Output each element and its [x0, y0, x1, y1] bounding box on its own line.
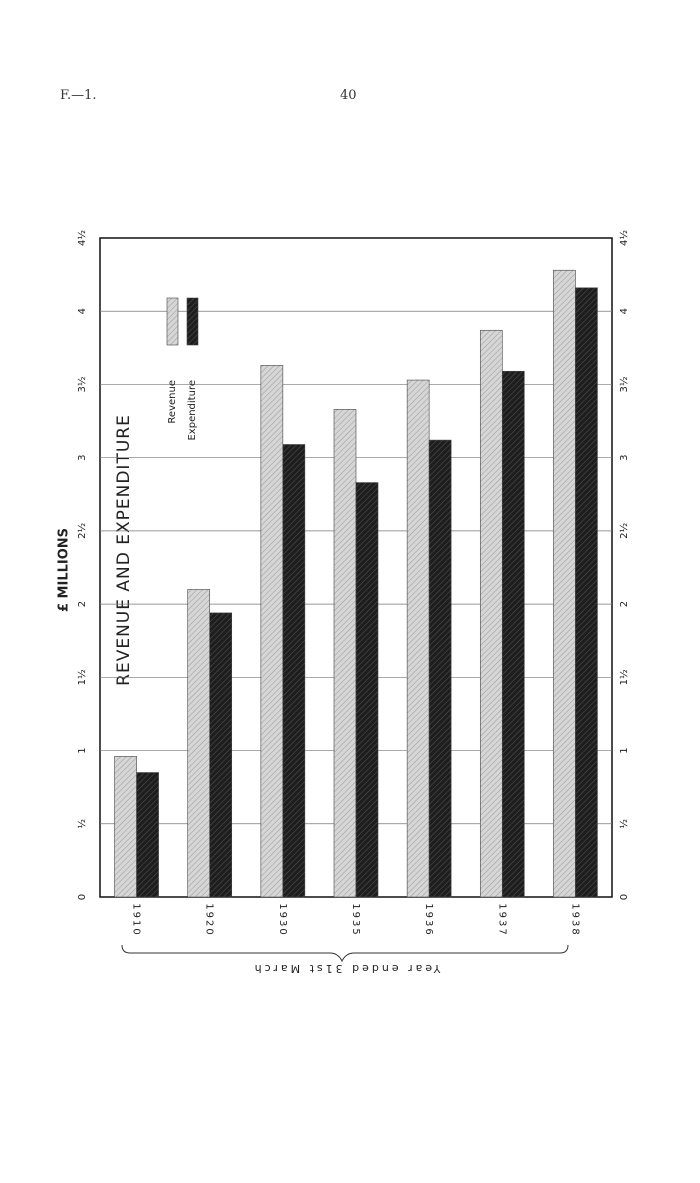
y2-tick-label: 1½ — [618, 669, 630, 685]
y-tick-label: 2 — [77, 601, 88, 607]
x-tick-label: 1935 — [350, 903, 361, 936]
y-tick-label: 3 — [77, 454, 88, 460]
legend-swatch — [186, 297, 199, 346]
page-number: 40 — [340, 88, 357, 103]
bar — [282, 444, 306, 898]
bar — [501, 370, 525, 898]
bar — [209, 612, 233, 898]
y-tick-label: 4 — [77, 308, 88, 314]
x-tick-label: 1920 — [204, 903, 215, 936]
x-tick-label: 1930 — [277, 903, 288, 936]
bar — [355, 482, 379, 898]
page-ref: F.—1. — [60, 88, 97, 103]
legend-label: Expenditure — [187, 380, 198, 441]
chart-title: REVENUE AND EXPENDITURE — [114, 414, 134, 686]
bar — [333, 409, 357, 898]
y-tick-label: 4½ — [76, 230, 88, 246]
y-tick-label: 0 — [77, 894, 88, 900]
y-tick-label: 1½ — [76, 669, 88, 685]
bar — [575, 287, 598, 898]
bar — [114, 756, 137, 898]
legend-swatch — [166, 297, 179, 346]
x-tick-label: 1938 — [569, 903, 580, 936]
y2-tick-label: ½ — [618, 819, 630, 829]
bar — [260, 365, 284, 898]
y2-tick-label: 2 — [619, 601, 630, 607]
y2-tick-label: 3 — [619, 454, 630, 460]
bar — [136, 772, 159, 898]
y2-tick-label: 1 — [619, 747, 630, 753]
bar — [479, 329, 503, 898]
x-tick-label: 1936 — [423, 903, 434, 936]
bar — [187, 589, 211, 898]
x-tick-label: 1937 — [496, 903, 507, 936]
bar — [428, 439, 452, 898]
y2-tick-label: 4½ — [618, 230, 630, 246]
y2-tick-label: 2½ — [618, 523, 630, 539]
bar — [406, 379, 430, 898]
y-axis-label: £ MILLIONS — [57, 528, 72, 612]
y-tick-label: 1 — [77, 747, 88, 753]
y-tick-label: 3½ — [76, 376, 88, 392]
x-tick-label: 1910 — [131, 903, 142, 936]
y-tick-label: ½ — [76, 819, 88, 829]
bar — [553, 269, 576, 898]
y-tick-label: 2½ — [76, 523, 88, 539]
y2-tick-label: 0 — [619, 894, 630, 900]
axis-brace — [121, 944, 569, 963]
legend-label: Revenue — [167, 380, 178, 424]
x-axis-label: Year ended 31st March — [252, 962, 442, 975]
y2-tick-label: 4 — [619, 308, 630, 314]
y2-tick-label: 3½ — [618, 376, 630, 392]
